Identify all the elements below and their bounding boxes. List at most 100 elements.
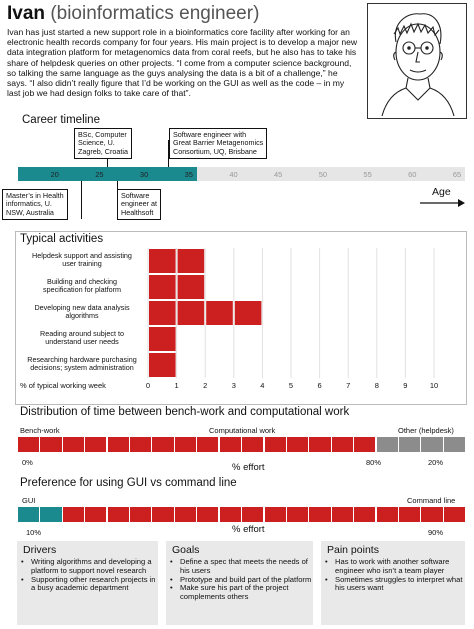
cli-segment — [376, 507, 398, 522]
cli-segment — [107, 507, 129, 522]
activities-tick-label: 6 — [317, 381, 322, 390]
computational-segment — [174, 437, 197, 452]
computational-segment — [354, 437, 376, 452]
other-segment — [398, 437, 421, 452]
cli-segment — [398, 507, 421, 522]
age-tick-label: 60 — [408, 170, 417, 179]
cli-segment — [309, 507, 331, 522]
age-tick-label: 25 — [95, 170, 104, 179]
drivers-heading: Drivers — [23, 544, 57, 556]
computational-segment — [130, 437, 152, 452]
cli-segment — [331, 507, 353, 522]
gui-segment — [18, 507, 40, 522]
event-masters-text: Master’s in Health informatics, U. NSW, … — [6, 191, 64, 217]
career-timeline-fill — [18, 167, 197, 181]
distribution-bar — [18, 437, 465, 452]
activities-tick-label: 4 — [260, 381, 265, 390]
activities-axis-ticks: 0 1 2 3 4 5 6 7 8 9 10 — [146, 381, 446, 391]
computational-segment — [107, 437, 129, 452]
cli-segment — [443, 507, 465, 522]
activity-bar-unit — [149, 275, 176, 299]
goal-item: Define a spec that meets the needs of hi… — [170, 557, 313, 576]
pain-point-item: Has to work with another software engine… — [325, 557, 465, 576]
goals-heading: Goals — [172, 544, 200, 556]
distribution-heading: Distribution of time between bench-work … — [20, 406, 350, 418]
computational-segment — [219, 437, 241, 452]
persona-role: (bioinformatics engineer) — [50, 3, 260, 24]
activity-bar-unit — [149, 327, 176, 351]
preference-axis-label: % effort — [232, 524, 265, 535]
activities-axis-title: % of typical working week — [20, 381, 106, 390]
persona-title: Ivan (bioinformatics engineer) — [7, 3, 259, 25]
age-tick-label: 20 — [50, 170, 59, 179]
cli-segment — [354, 507, 376, 522]
driver-item: Writing algorithms and developing a plat… — [21, 557, 158, 576]
activities-tick-label: 8 — [374, 381, 379, 390]
computational-segment — [286, 437, 309, 452]
goal-item: Prototype and build part of the platform — [170, 575, 313, 585]
other-helpdesk-label: Other (helpdesk) — [398, 426, 454, 435]
event-bsc-connector — [107, 159, 108, 167]
goals-box: Goals Define a spec that meets the needs… — [166, 541, 313, 625]
activity-label: Reading around subject to understand use… — [40, 329, 124, 347]
event-healthsoft-text: Software engineer at Healthsoft — [121, 191, 157, 217]
activities-tick-label: 9 — [403, 381, 408, 390]
activities-chart — [147, 248, 435, 378]
activities-tick-label: 1 — [174, 381, 179, 390]
age-tick-label: 30 — [139, 170, 149, 179]
age-tick-label: 50 — [318, 170, 328, 179]
event-masters-connector — [81, 181, 82, 219]
cli-segment — [286, 507, 309, 522]
cli-segment — [421, 507, 443, 522]
drivers-list: Writing algorithms and developing a plat… — [17, 557, 158, 593]
activities-tick-label: 5 — [288, 381, 294, 390]
cli-pct-label: 90% — [428, 528, 444, 537]
activities-tick-label: 10 — [429, 381, 439, 390]
cli-segment — [85, 507, 107, 522]
activity-label: Building and checking specification for … — [43, 277, 121, 295]
gui-label: GUI — [22, 496, 36, 505]
persona-name: Ivan — [7, 3, 46, 24]
gui-segment — [40, 507, 62, 522]
event-bsc-text: BSc, Computer Science, U. Zagreb, Croati… — [78, 130, 128, 156]
cli-segment — [219, 507, 241, 522]
cli-segment — [130, 507, 152, 522]
activity-bar-unit — [206, 301, 233, 325]
event-masters: Master’s in Health informatics, U. NSW, … — [2, 189, 68, 221]
age-arrow-icon — [420, 199, 465, 207]
cli-segment — [264, 507, 286, 522]
persona-bio: Ivan has just started a new support role… — [7, 27, 358, 99]
activities-heading: Typical activities — [20, 233, 104, 245]
other-segment — [376, 437, 398, 452]
age-axis-label: Age — [432, 186, 451, 198]
activities-tick-label: 3 — [231, 381, 236, 390]
command-line-label: Command line — [407, 496, 456, 505]
activity-bar-unit — [177, 275, 205, 299]
computational-segment — [152, 437, 174, 452]
pain-point-item: Sometimes struggles to interpret what hi… — [325, 575, 465, 594]
cli-segment — [62, 507, 85, 522]
computational-segment — [62, 437, 85, 452]
activity-label: Researching hardware purchasing decision… — [27, 355, 137, 373]
age-tick-label: 65 — [452, 170, 462, 179]
activities-panel — [15, 231, 467, 405]
age-tick-label: 55 — [363, 170, 372, 179]
activity-bar-unit — [149, 353, 176, 377]
activity-bar-unit — [234, 301, 262, 325]
pain-points-list: Has to work with another software engine… — [321, 557, 465, 594]
cli-segment — [152, 507, 174, 522]
activity-label: Developing new data analysis algorithms — [34, 303, 130, 321]
computational-segment — [331, 437, 353, 452]
activities-tick-label: 0 — [145, 381, 151, 390]
computational-segment — [242, 437, 264, 452]
bench-work-label: Bench-work — [20, 426, 60, 435]
activity-label: Helpdesk support and assisting user trai… — [32, 251, 132, 269]
other-segment — [443, 437, 465, 452]
pain-points-heading: Pain points — [327, 544, 379, 556]
computational-segment — [85, 437, 107, 452]
computational-segment — [197, 437, 219, 452]
pain-points-box: Pain points Has to work with another sof… — [321, 541, 465, 625]
distribution-axis-label: % effort — [232, 462, 265, 473]
activity-bar-unit — [149, 301, 176, 325]
activities-tick-label: 2 — [203, 381, 208, 390]
